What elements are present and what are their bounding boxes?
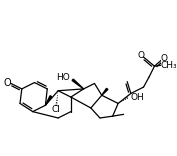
Text: O: O	[161, 54, 168, 63]
Polygon shape	[102, 88, 108, 95]
Text: Cl: Cl	[52, 105, 61, 114]
Text: HO: HO	[56, 73, 70, 83]
Text: OH: OH	[131, 93, 145, 102]
Text: O: O	[4, 78, 11, 88]
Text: O: O	[137, 51, 144, 60]
Polygon shape	[72, 79, 84, 89]
Text: CH₃: CH₃	[161, 61, 177, 70]
Polygon shape	[45, 96, 52, 105]
